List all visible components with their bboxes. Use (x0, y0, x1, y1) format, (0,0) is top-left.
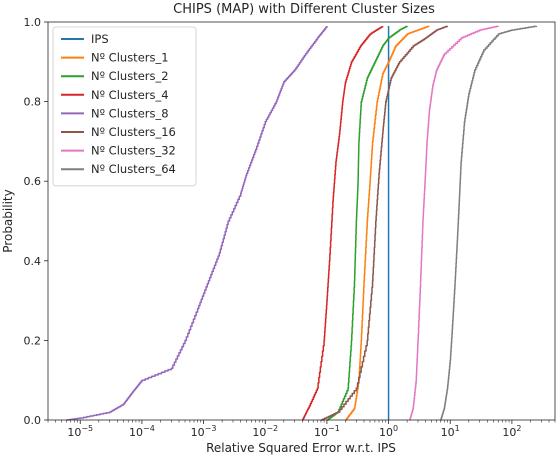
axes-layer: 10−5 10−4 10−3 10−2 10−1 100 101 102 0.0 0.2 0.4 0.… (24, 16, 556, 439)
series-line (409, 25, 499, 421)
legend-box (52, 26, 197, 187)
x-tick-label: 100 (379, 424, 398, 439)
series-line (345, 25, 430, 421)
y-tick-label: 0.0 (24, 414, 42, 427)
legend-label: Nº Clusters_16 (91, 125, 176, 139)
x-tick-label: 101 (441, 424, 460, 439)
y-axis-title: Probability (1, 189, 15, 252)
series-line (66, 25, 328, 421)
legend-label: Nº Clusters_64 (91, 162, 176, 176)
chart-title: CHIPS (MAP) with Different Cluster Sizes (173, 2, 435, 17)
x-tick-label: 10−3 (191, 424, 217, 439)
series-line (326, 25, 408, 421)
series-line (320, 25, 449, 421)
x-tick-label: 102 (502, 424, 521, 439)
x-tick-label: 10−2 (252, 424, 278, 439)
legend-label: Nº Clusters_8 (91, 106, 169, 120)
legend-label: Nº Clusters_2 (91, 69, 169, 83)
legend: IPS Nº Clusters_1 Nº Clusters_2 Nº Clusters… (52, 26, 197, 187)
x-tick-label: 10−1 (314, 424, 340, 439)
y-tick-label: 1.0 (24, 16, 42, 29)
y-tick-label: 0.6 (24, 175, 42, 188)
legend-label: Nº Clusters_1 (91, 51, 169, 65)
y-tick-label: 0.8 (24, 96, 42, 109)
legend-label: Nº Clusters_4 (91, 88, 169, 102)
y-tick-label: 0.4 (24, 255, 42, 268)
plot-frame (47, 21, 556, 421)
y-tick-label: 0.2 (24, 334, 42, 347)
legend-label: IPS (91, 32, 109, 46)
x-tick-label: 10−5 (67, 424, 93, 439)
series-line (302, 25, 384, 421)
x-tick-label: 10−4 (129, 424, 155, 439)
legend-label: Nº Clusters_32 (91, 144, 176, 158)
series-line (440, 25, 538, 421)
x-axis-title: Relative Squared Error w.r.t. IPS (206, 441, 396, 455)
series-layer (66, 25, 538, 421)
